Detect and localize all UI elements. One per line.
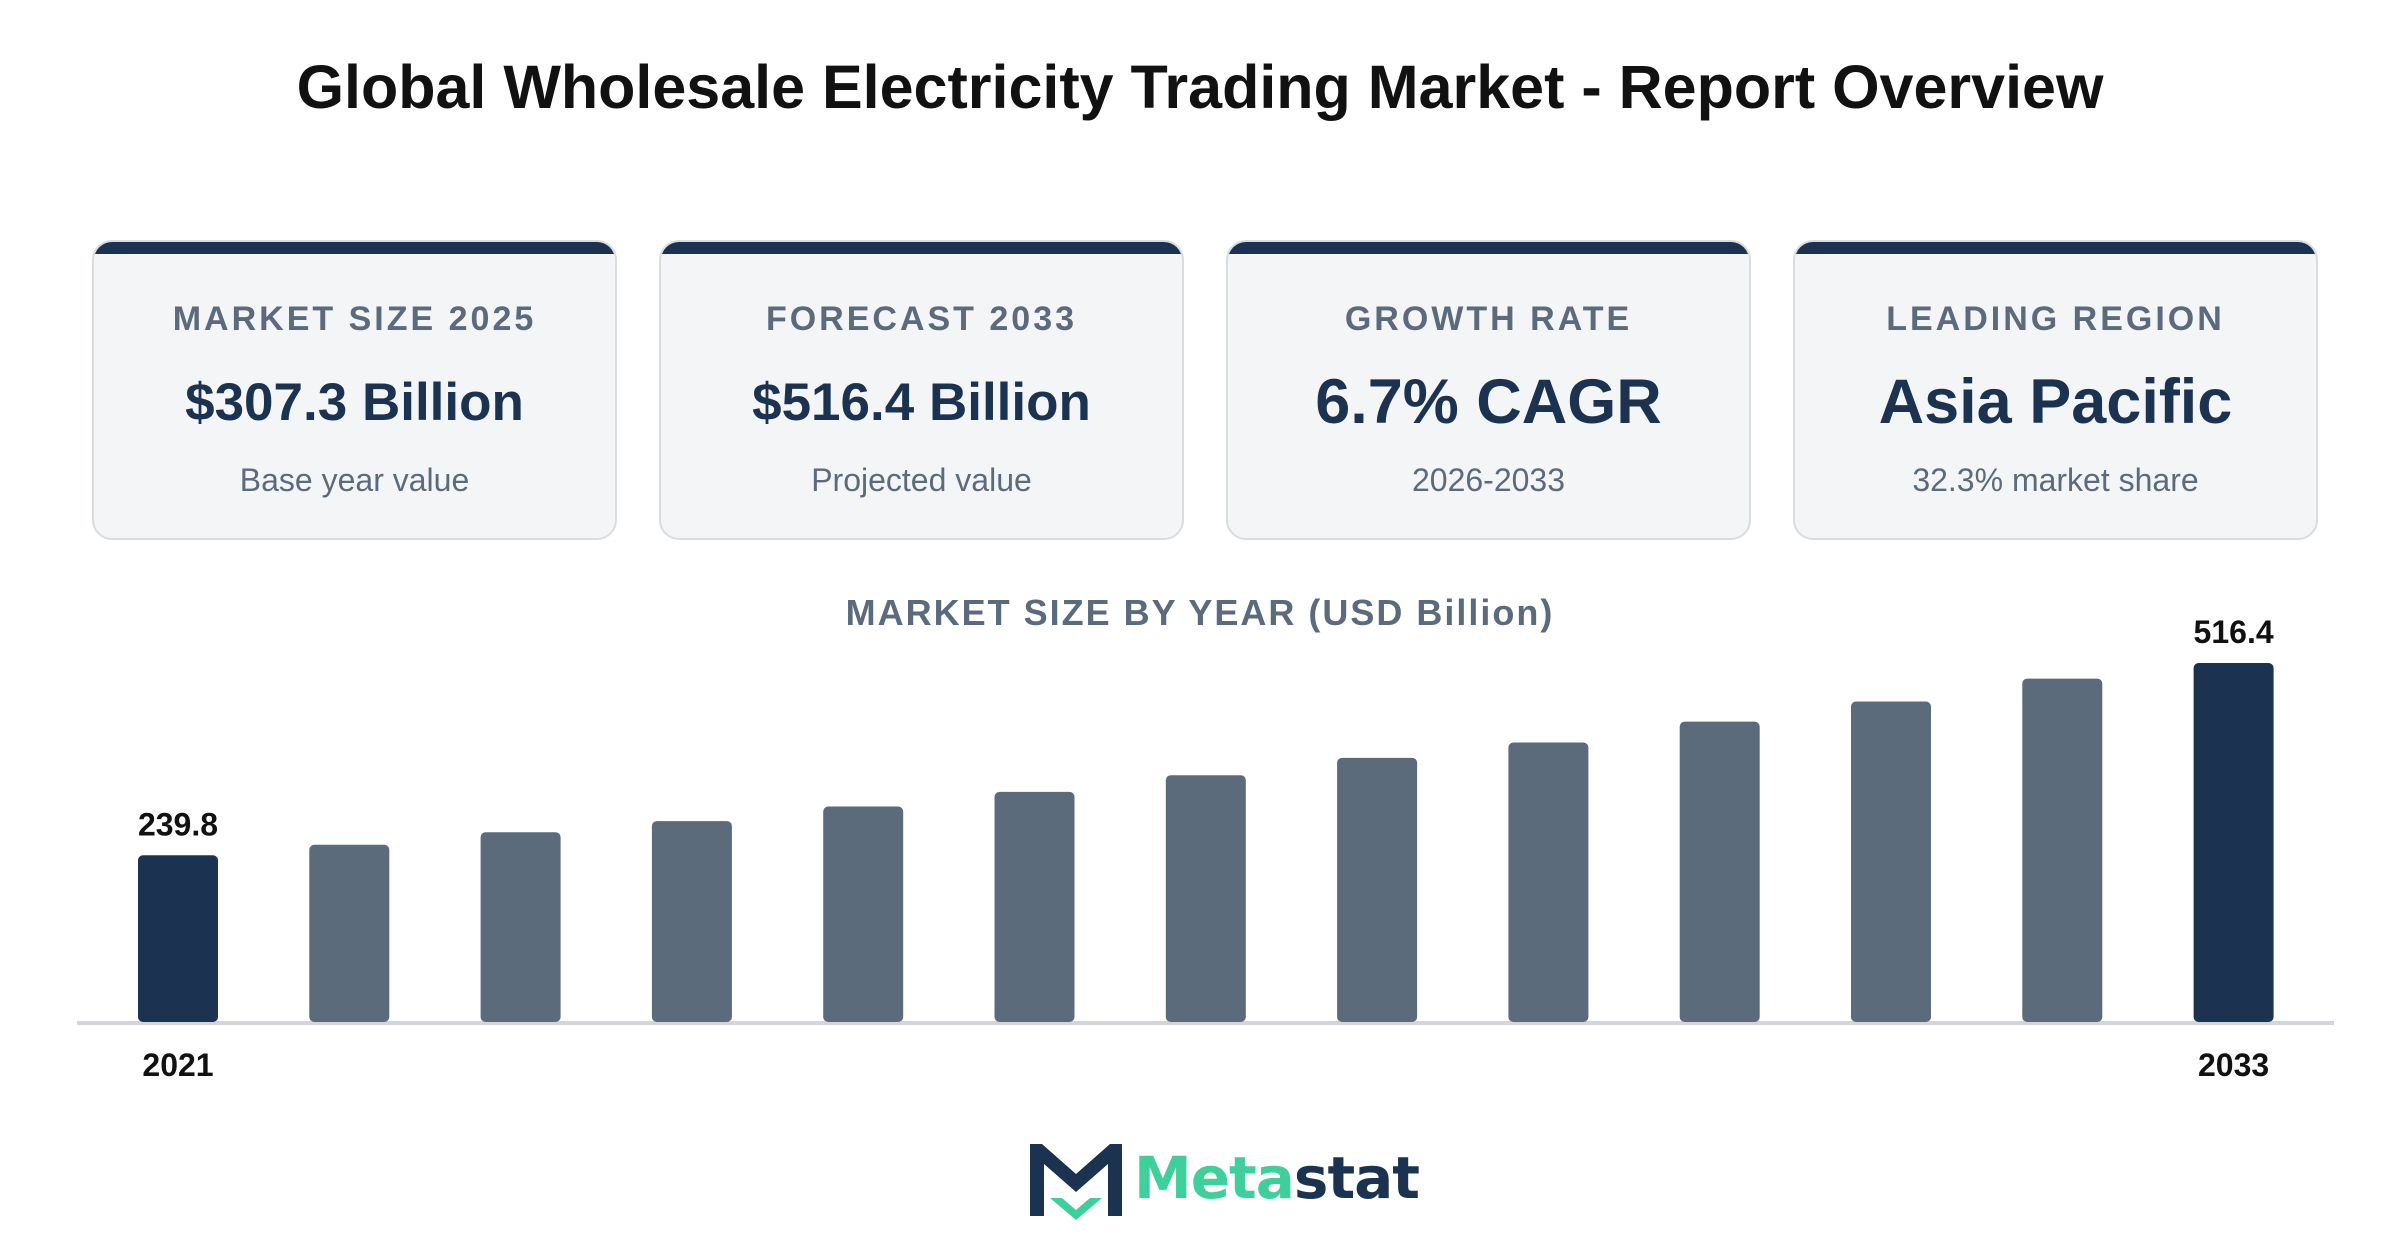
logo-text-part-1: Meta	[1134, 1144, 1295, 1212]
card-value: Asia Pacific	[1878, 367, 2233, 437]
bar-2021	[138, 855, 218, 1022]
card-accent-bar	[1228, 242, 1749, 254]
bar-chart: 239.8 516.4 2021 2033	[77, 614, 2334, 1083]
bar-2024	[651, 821, 732, 1022]
card-accent-bar	[661, 242, 1182, 254]
bar-2030	[1679, 721, 1760, 1022]
bar-2027	[1165, 775, 1246, 1022]
card-leading-region: LEADING REGION Asia Pacific 32.3% market…	[1793, 240, 2318, 540]
bar-2031	[1851, 701, 1931, 1022]
bar-2028	[1337, 757, 1418, 1022]
bar-2032	[2022, 678, 2103, 1022]
page-title: Global Wholesale Electricity Trading Mar…	[296, 53, 2104, 121]
card-value: 6.7% CAGR	[1315, 367, 1662, 437]
card-growth-rate: GROWTH RATE 6.7% CAGR 2026-2033	[1226, 240, 1751, 540]
card-label: LEADING REGION	[1886, 300, 2225, 338]
card-subtext: 32.3% market share	[1912, 462, 2199, 498]
card-subtext: 2026-2033	[1411, 462, 1566, 498]
data-label: 239.8	[138, 806, 218, 842]
card-accent-bar	[94, 242, 615, 254]
card-accent-bar	[1795, 242, 2316, 254]
card-market-size: MARKET SIZE 2025 $307.3 Billion Base yea…	[92, 240, 617, 540]
bar-2023	[480, 832, 561, 1022]
logo-text-part-2: stat	[1293, 1144, 1420, 1212]
brand-logo: Metastat	[1028, 1140, 1420, 1220]
data-label: 516.4	[2194, 614, 2274, 650]
bar-2022	[309, 844, 390, 1022]
bar-2026	[994, 791, 1075, 1022]
chart-title: MARKET SIZE BY YEAR (USD Billion)	[845, 592, 1555, 633]
bar-2033	[2193, 663, 2274, 1022]
card-value: $516.4 Billion	[752, 373, 1091, 432]
bar-2025	[823, 806, 904, 1022]
card-value: $307.3 Billion	[185, 373, 524, 432]
x-tick-label: 2021	[142, 1047, 213, 1083]
card-subtext: Base year value	[239, 462, 470, 498]
x-tick-label: 2033	[2198, 1047, 2269, 1083]
bar-2029	[1508, 742, 1589, 1022]
card-label: GROWTH RATE	[1344, 300, 1633, 338]
card-label: FORECAST 2033	[765, 300, 1078, 338]
summary-cards: MARKET SIZE 2025 $307.3 Billion Base yea…	[92, 240, 2321, 543]
card-label: MARKET SIZE 2025	[172, 300, 537, 338]
card-subtext: Projected value	[811, 462, 1032, 498]
logo-mark-icon	[1030, 1144, 1122, 1220]
card-forecast: FORECAST 2033 $516.4 Billion Projected v…	[659, 240, 1184, 540]
logo-wordmark: Metastat	[1134, 1144, 1420, 1212]
